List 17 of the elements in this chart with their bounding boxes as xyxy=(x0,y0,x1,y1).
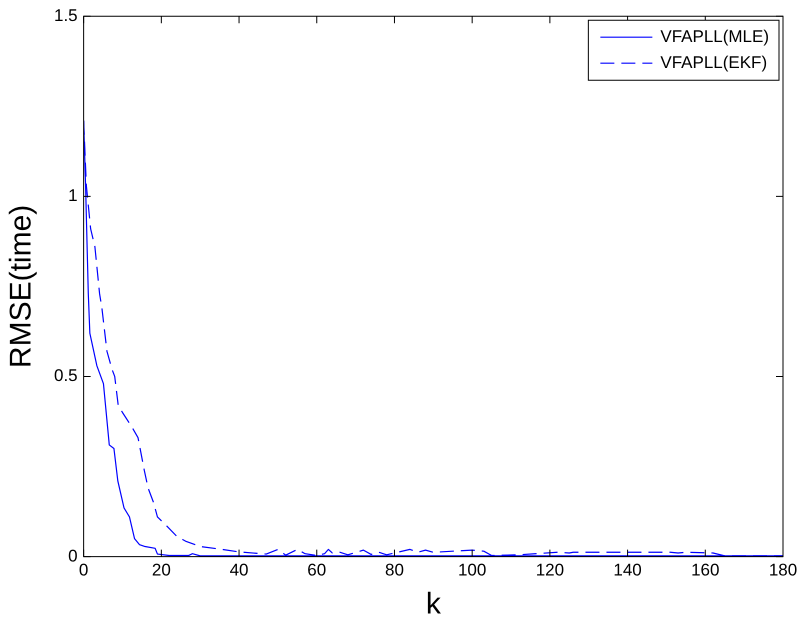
legend-label: VFAPLL(MLE) xyxy=(660,26,770,46)
y-axis-title: RMSE(time) xyxy=(4,204,38,368)
x-tick-label: 180 xyxy=(768,560,798,580)
x-axis-title: k xyxy=(426,587,442,620)
y-tick-label: 0 xyxy=(68,546,78,566)
y-tick-label: 0.5 xyxy=(54,366,78,386)
x-tick-label: 40 xyxy=(230,560,249,580)
x-tick-label: 80 xyxy=(385,560,404,580)
y-tick-label: 1.5 xyxy=(54,6,78,25)
x-tick-label: 60 xyxy=(307,560,326,580)
y-tick-label: 1 xyxy=(68,186,78,206)
x-tick-label: 20 xyxy=(152,560,171,580)
x-tick-label: 120 xyxy=(536,560,564,580)
x-tick-label: 100 xyxy=(458,560,486,580)
x-tick-label: 160 xyxy=(691,560,720,580)
legend-label: VFAPLL(EKF) xyxy=(660,52,768,72)
x-tick-label: 140 xyxy=(613,560,642,580)
